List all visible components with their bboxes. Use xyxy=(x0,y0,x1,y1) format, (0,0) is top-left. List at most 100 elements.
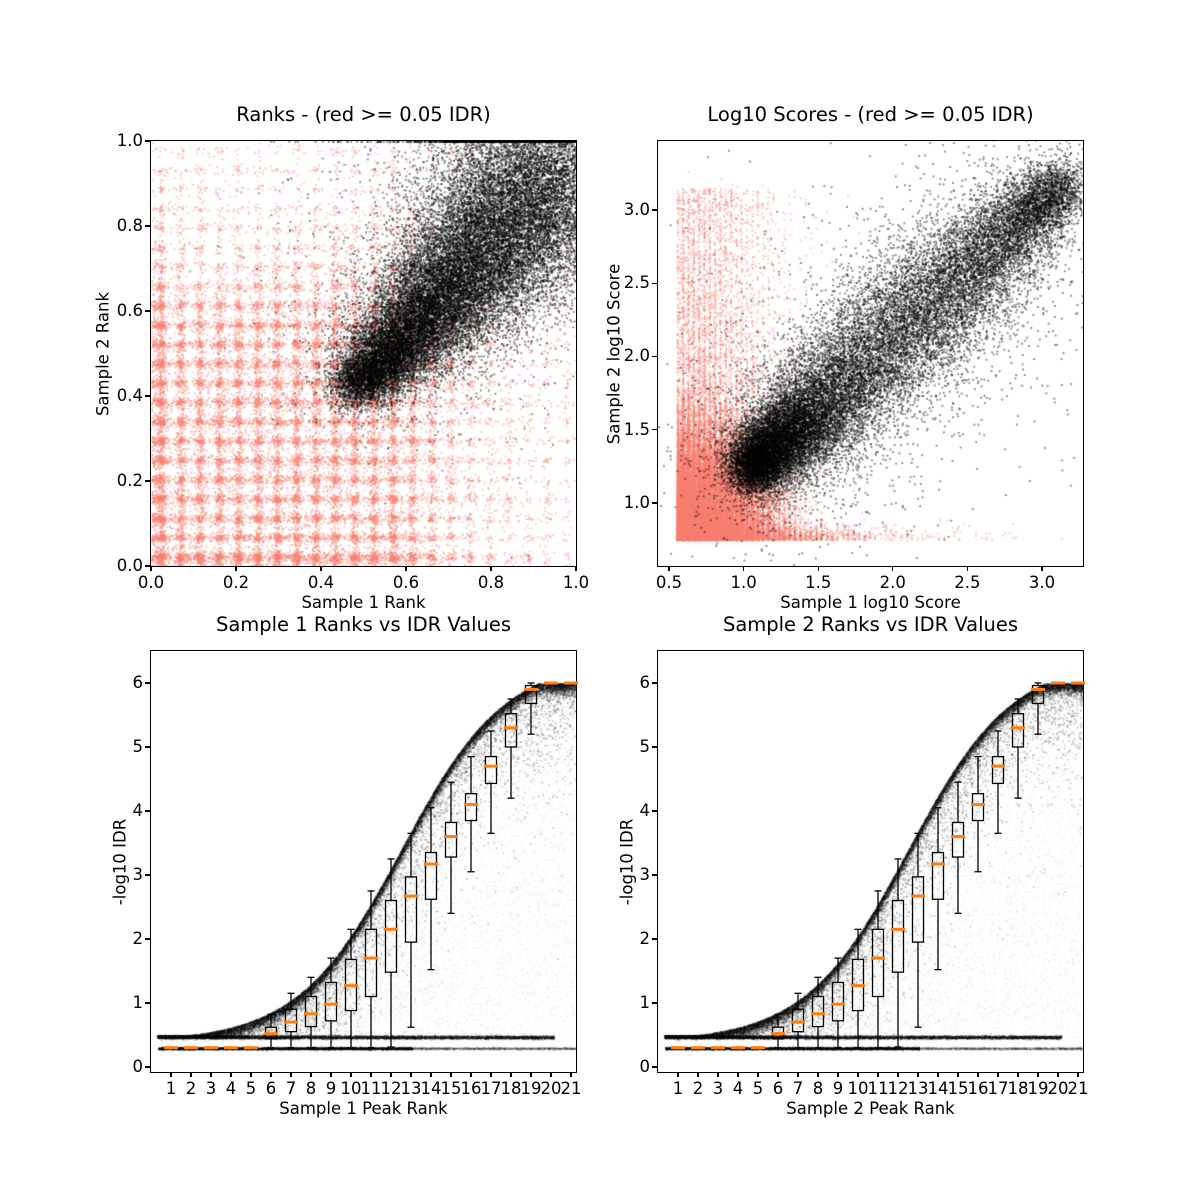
boxplot-box xyxy=(424,851,438,900)
y-tick xyxy=(145,682,150,684)
x-tick-label: 20 xyxy=(540,1079,562,1098)
y-tick xyxy=(145,1066,150,1068)
boxplot-median-marker xyxy=(324,1002,338,1006)
x-tick-label: 2 xyxy=(692,1079,704,1098)
boxplot-median-marker xyxy=(424,862,438,866)
sample2-boxplot-overlay xyxy=(671,681,1085,1050)
x-tick xyxy=(1077,1072,1079,1077)
x-tick xyxy=(1041,566,1043,571)
boxplot-median-marker xyxy=(224,1046,238,1050)
y-tick-label: 1.0 xyxy=(116,131,143,150)
boxplot-median-marker xyxy=(1051,681,1065,685)
x-tick xyxy=(997,1072,999,1077)
x-tick xyxy=(370,1072,372,1077)
x-tick xyxy=(1037,1072,1039,1077)
x-tick xyxy=(742,566,745,571)
y-tick-label: 1.5 xyxy=(623,419,650,439)
y-tick xyxy=(652,810,657,812)
boxplot-median-marker xyxy=(364,956,378,960)
x-axis-label: Sample 1 log10 Score xyxy=(780,593,961,612)
y-tick-label: 0.0 xyxy=(116,556,143,575)
y-tick xyxy=(145,140,150,142)
boxplot-box xyxy=(404,876,418,943)
x-tick-label: 1.0 xyxy=(730,573,757,592)
boxplot-median-marker xyxy=(931,862,945,866)
y-tick-label: 1 xyxy=(639,992,651,1012)
x-tick-label: 10 xyxy=(847,1079,869,1098)
boxplot-median-marker xyxy=(971,803,985,807)
y-tick xyxy=(145,1002,150,1004)
x-tick xyxy=(677,1072,679,1077)
boxplot-median-marker xyxy=(524,687,538,691)
y-tick xyxy=(145,395,150,397)
boxplot-median-marker xyxy=(504,726,518,730)
y-tick-label: 5 xyxy=(132,736,144,756)
boxplot-box xyxy=(364,928,378,998)
x-tick-label: 0.0 xyxy=(137,573,165,592)
x-tick-label: 1.5 xyxy=(805,573,832,592)
y-tick-label: 0 xyxy=(639,1056,651,1076)
x-tick-label: 1 xyxy=(672,1079,684,1098)
boxplot-median-marker xyxy=(791,1020,805,1024)
boxplot-box xyxy=(504,713,518,748)
boxplot-box xyxy=(384,899,398,973)
boxplot-median-marker xyxy=(344,984,358,988)
x-tick-label: 0.5 xyxy=(655,573,683,592)
x-tick-label: 11 xyxy=(867,1079,889,1098)
x-tick-label: 15 xyxy=(947,1079,969,1098)
x-tick-label: 19 xyxy=(520,1079,542,1098)
subplot-sample1-rank-vs-idr: Sample 1 Ranks vs IDR Values Sample 1 Pe… xyxy=(111,613,582,1118)
x-tick xyxy=(877,1072,879,1077)
x-axis-label: Sample 1 Rank xyxy=(301,593,426,612)
x-tick-label: 8 xyxy=(812,1079,824,1098)
x-tick xyxy=(1057,1072,1059,1077)
y-tick-label: 0.4 xyxy=(116,386,143,405)
boxplot-box xyxy=(831,981,845,1022)
x-tick xyxy=(817,566,819,571)
x-tick xyxy=(917,1072,919,1077)
boxplot-median-marker xyxy=(951,835,965,839)
y-tick-label: 2.5 xyxy=(623,273,650,293)
plot-title: Sample 2 Ranks vs IDR Values xyxy=(722,613,1019,636)
x-tick xyxy=(450,1072,452,1077)
boxplot-median-marker xyxy=(404,894,418,898)
sample1-boxplot-overlay xyxy=(164,681,578,1050)
x-tick-label: 1.0 xyxy=(562,573,590,592)
y-axis-label: -log10 IDR xyxy=(617,818,637,905)
x-tick-label: 9 xyxy=(832,1079,844,1098)
x-tick xyxy=(150,566,152,571)
x-tick xyxy=(290,1072,292,1077)
y-tick-label: 4 xyxy=(639,800,651,820)
boxplot-box xyxy=(284,1008,298,1033)
y-tick xyxy=(145,938,150,940)
x-tick-label: 13 xyxy=(907,1079,929,1098)
y-tick-label: 0.2 xyxy=(116,471,143,490)
y-tick-label: 6 xyxy=(132,672,144,692)
x-tick-label: 9 xyxy=(325,1079,337,1098)
y-tick xyxy=(145,874,150,876)
x-tick-label: 4 xyxy=(732,1079,744,1098)
x-tick-label: 16 xyxy=(460,1079,482,1098)
x-tick xyxy=(310,1072,312,1077)
y-tick-label: 0.8 xyxy=(116,216,143,235)
x-tick-label: 2.0 xyxy=(879,573,906,592)
y-axis-label: -log10 IDR xyxy=(110,818,130,905)
y-tick-label: 5 xyxy=(639,736,651,756)
subplot-ranks-scatter: Ranks - (red >= 0.05 IDR) Sample 1 Rank … xyxy=(94,103,590,612)
x-tick xyxy=(320,566,322,571)
x-tick xyxy=(892,566,894,571)
x-tick-label: 16 xyxy=(967,1079,989,1098)
plot-title: Ranks - (red >= 0.05 IDR) xyxy=(236,103,491,126)
y-tick-label: 0.6 xyxy=(116,301,143,320)
boxplot-median-marker xyxy=(484,764,498,768)
boxplot-box xyxy=(791,1008,805,1033)
y-tick-label: 2 xyxy=(132,928,144,948)
x-tick-label: 8 xyxy=(305,1079,317,1098)
boxplot-median-marker xyxy=(671,1046,685,1050)
x-tick-label: 21 xyxy=(1067,1079,1089,1098)
boxplot-median-marker xyxy=(244,1046,258,1050)
subplot-log10-scores-scatter: Log10 Scores - (red >= 0.05 IDR) Sample … xyxy=(605,103,1084,612)
y-tick xyxy=(652,682,657,684)
x-tick-label: 18 xyxy=(1007,1079,1029,1098)
x-tick-label: 17 xyxy=(480,1079,502,1098)
